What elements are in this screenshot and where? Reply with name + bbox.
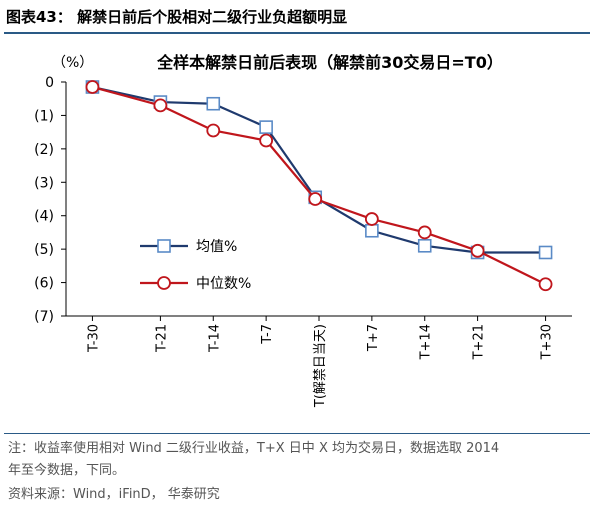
legend: 均值% 中位数% <box>140 239 251 292</box>
x-tick-label: T+7 <box>366 324 381 352</box>
x-axis: T-30 T-21 T-14 T-7 T(解禁日当天) T+7 T+14 T+21 T+30 <box>66 315 572 408</box>
source-note: 资料来源：Wind，iFinD， 华泰研究 <box>8 487 220 502</box>
legend-marker-square <box>157 239 171 253</box>
x-tick-label: T(解禁日当天) <box>313 324 328 408</box>
data-point-median <box>470 243 485 258</box>
chart-title: 全样本解禁日前后表现（解禁前30交易日=T0） <box>156 53 503 72</box>
data-point-median <box>417 225 432 240</box>
data-point-median <box>85 80 100 94</box>
legend-marker-circle <box>157 276 171 290</box>
notes-rule <box>4 433 590 434</box>
data-point-mean <box>417 239 432 253</box>
footnote-line-2: 年至今数据，下同。 <box>8 463 126 478</box>
x-tick-label: T+30 <box>540 324 555 360</box>
y-tick-label: (5) <box>34 242 54 258</box>
series-layer <box>85 80 553 292</box>
data-point-median <box>259 133 274 148</box>
legend-label: 均值% <box>196 239 237 255</box>
y-tick-label: 0 <box>45 75 54 91</box>
data-point-median <box>308 192 323 206</box>
footnote-line-1: 注：收益率使用相对 Wind 二级行业收益，T+X 日中 X 均为交易日，数据选… <box>8 441 500 456</box>
data-point-mean <box>259 120 273 134</box>
data-point-mean <box>365 223 379 238</box>
x-tick-label: T+14 <box>419 324 434 360</box>
y-tick-label: (1) <box>34 108 54 124</box>
y-tick-label: (3) <box>34 175 54 191</box>
y-tick-label: (2) <box>34 142 54 158</box>
y-tick-label: (7) <box>34 309 54 325</box>
data-point-median <box>364 212 379 226</box>
data-point-mean <box>206 96 221 111</box>
data-point-median <box>538 277 553 292</box>
line-chart: 全样本解禁日前后表现（解禁前30交易日=T0） （%） 0 (1) (2) (3) (4… <box>34 53 572 408</box>
data-point-mean <box>538 245 553 260</box>
x-tick-label: T-30 <box>86 324 101 353</box>
y-axis-unit: （%） <box>52 55 93 71</box>
data-point-median <box>153 98 168 113</box>
data-point-median <box>206 123 221 138</box>
title-rule <box>4 32 590 34</box>
figure-title: 图表43： 解禁日前后个股相对二级行业负超额明显 <box>6 8 348 26</box>
legend-label: 中位数% <box>196 276 251 292</box>
y-tick-label: (4) <box>34 209 54 225</box>
y-axis: 0 (1) (2) (3) (4) (5) (6) (7) <box>34 75 67 325</box>
x-tick-label: T-14 <box>207 324 222 353</box>
y-tick-label: (6) <box>34 276 54 292</box>
x-tick-label: T+21 <box>472 324 487 360</box>
x-tick-label: T-7 <box>260 324 275 345</box>
x-tick-label: T-21 <box>154 324 169 353</box>
